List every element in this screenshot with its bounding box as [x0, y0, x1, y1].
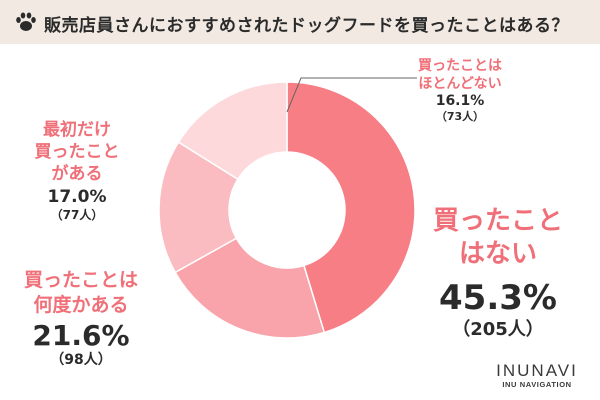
label-first-line3: がある [51, 164, 103, 184]
label-several-line2: 何度かある [33, 294, 129, 316]
paw-icon [16, 12, 36, 31]
slice-several [174, 237, 326, 339]
slice-rare [177, 81, 288, 181]
label-rare-line1: 買ったことは [418, 58, 502, 74]
label-never-line2: はない [458, 239, 537, 269]
label-never-count: （205人） [452, 319, 544, 340]
label-rare-pct: 16.1% [435, 93, 485, 109]
label-first: 最初だけ 買ったこと がある 17.0% （77人） [22, 119, 132, 222]
label-never-line1: 買ったこと [432, 206, 563, 236]
slice-never [286, 81, 416, 334]
brand-name: INUNAVI [496, 361, 578, 380]
label-several-count: （98人） [50, 352, 112, 368]
label-first-pct: 17.0% [47, 187, 107, 207]
label-first-line1: 最初だけ [43, 120, 111, 140]
label-rare: 買ったことは ほとんどない 16.1% （73人） [400, 57, 520, 123]
label-first-count: （77人） [50, 208, 104, 222]
label-rare-count: （73人） [435, 110, 485, 123]
leader-line-rare [286, 77, 417, 113]
chart-title: 販売店員さんにおすすめされたドッグフードを買ったことはある？ [44, 16, 569, 36]
label-never: 買ったこと はない 45.3% （205人） [418, 205, 578, 341]
title-bar: 販売店員さんにおすすめされたドッグフードを買ったことはある？ [0, 0, 600, 44]
slice-first [158, 141, 239, 274]
brand-subtitle: INU NAVIGATION [502, 380, 572, 389]
brand-logo: INUNAVI INU NAVIGATION [482, 362, 592, 390]
label-first-line2: 買ったこと [34, 142, 120, 162]
label-several: 買ったことは 何度かある 21.6% （98人） [6, 268, 156, 368]
label-rare-line2: ほとんどない [418, 76, 502, 92]
donut-chart [158, 77, 417, 339]
label-several-pct: 21.6% [32, 319, 130, 352]
label-never-pct: 45.3% [439, 278, 557, 318]
label-several-line1: 買ったことは [23, 269, 138, 291]
